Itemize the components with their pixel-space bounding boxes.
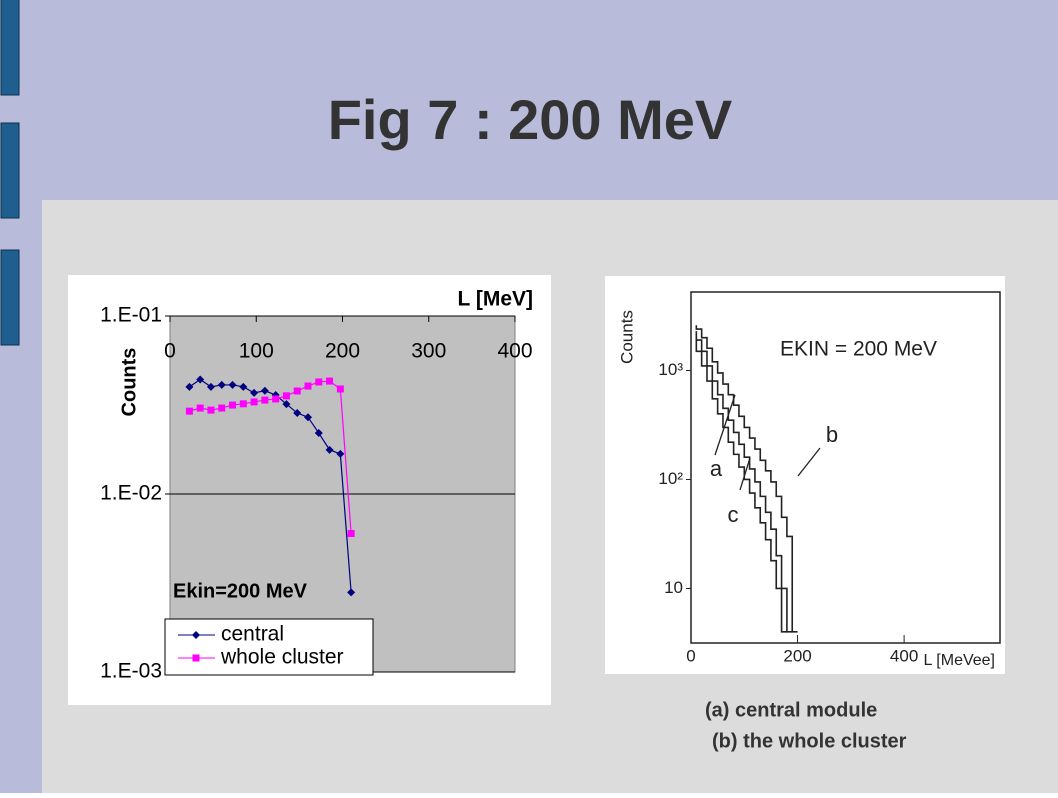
y-axis-label: Counts — [617, 310, 636, 364]
curve-arrow — [714, 394, 736, 456]
x-tick-label: 0 — [686, 646, 695, 665]
series-line — [189, 378, 352, 593]
caption: (a) central module — [705, 699, 877, 721]
marker — [347, 588, 356, 597]
curve-arrow — [797, 447, 821, 477]
x-tick-label: 200 — [783, 646, 811, 665]
y-axis-label: Counts — [118, 348, 140, 417]
marker — [228, 380, 237, 389]
annotation: EKIN = 200 MeV — [780, 338, 937, 361]
y-tick-label: 10² — [658, 469, 683, 488]
marker — [196, 404, 204, 412]
marker — [239, 400, 247, 408]
marker — [218, 404, 226, 412]
marker — [185, 382, 194, 391]
y-tick-label: 1.E-03 — [100, 660, 162, 683]
y-tick-label: 1.E-01 — [100, 304, 162, 327]
marker — [326, 377, 334, 385]
marker — [282, 392, 290, 400]
y-tick-label: 10³ — [658, 360, 683, 379]
chart-panel — [605, 276, 1005, 674]
marker — [336, 385, 344, 393]
curve-label: b — [826, 422, 838, 447]
legend-marker — [192, 631, 200, 639]
side-block — [0, 249, 20, 346]
side-block — [0, 122, 20, 219]
marker — [272, 395, 280, 403]
y-tick-label: 10 — [664, 578, 683, 597]
curve-label: a — [710, 456, 723, 481]
marker — [206, 382, 215, 391]
marker — [336, 449, 345, 458]
x-axis-label: L [MeV] — [458, 288, 533, 311]
x-tick-label: 200 — [325, 340, 360, 363]
marker — [282, 400, 291, 409]
title-band — [0, 0, 1058, 200]
x-tick-label: 400 — [497, 340, 532, 363]
x-tick-label: 0 — [164, 340, 176, 363]
marker — [304, 413, 312, 422]
marker — [207, 406, 215, 414]
marker — [347, 529, 355, 537]
x-tick-label: 400 — [890, 646, 918, 665]
marker — [239, 382, 248, 391]
y-tick-label: 1.E-02 — [100, 482, 162, 505]
x-tick-label: 300 — [411, 340, 446, 363]
marker — [325, 445, 334, 454]
slide-title: Fig 7 : 200 MeV — [328, 88, 733, 151]
x-axis-label: L [MeVee] — [924, 652, 995, 669]
marker — [260, 386, 269, 395]
marker — [185, 407, 193, 415]
series-line — [695, 331, 793, 633]
marker — [293, 409, 302, 418]
side-block — [0, 0, 20, 96]
series-line — [695, 325, 798, 633]
annotation: Ekin=200 MeV — [173, 580, 308, 602]
series-line — [189, 380, 352, 534]
plot-frame — [690, 291, 1001, 644]
marker — [293, 387, 301, 395]
legend-label: central — [221, 623, 284, 646]
marker — [229, 401, 237, 409]
marker — [196, 375, 205, 384]
series-line — [695, 337, 787, 633]
curve-label: c — [728, 502, 739, 527]
x-tick-label: 100 — [239, 340, 274, 363]
marker — [315, 378, 323, 386]
legend-box — [164, 618, 374, 676]
curve-arrow — [739, 457, 751, 491]
marker — [250, 388, 259, 397]
marker — [250, 398, 258, 406]
marker — [261, 396, 269, 404]
marker — [217, 380, 226, 389]
marker — [304, 382, 312, 390]
legend-marker — [192, 654, 200, 662]
marker — [314, 429, 323, 438]
caption: (b) the whole cluster — [712, 730, 907, 752]
legend-label: whole cluster — [220, 646, 344, 669]
